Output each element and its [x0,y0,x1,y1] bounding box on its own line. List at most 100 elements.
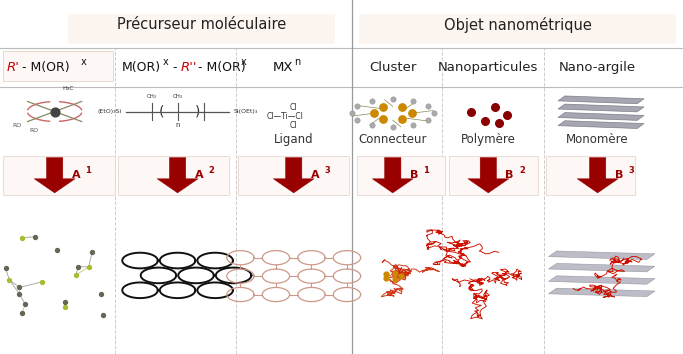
Text: A: A [311,170,320,180]
Point [0,266,11,271]
Text: (: ( [158,104,164,119]
Point [387,124,398,130]
Text: - M(OR): - M(OR) [22,61,70,74]
Bar [118,156,229,195]
Text: CH₃: CH₃ [173,94,182,99]
Point [49,109,60,114]
Point [479,119,490,124]
Point [390,270,401,276]
Polygon shape [157,158,198,193]
Text: Polymère: Polymère [461,133,516,146]
Text: (EtO)₃Si: (EtO)₃Si [97,109,122,114]
Point [493,120,504,126]
Point [466,109,477,114]
Point [36,279,47,285]
Point [408,98,419,104]
Text: M(OR): M(OR) [122,61,161,74]
Point [29,234,40,239]
Point [406,110,417,116]
Point [16,310,27,316]
Polygon shape [372,158,413,193]
Point [352,103,363,109]
Text: 3: 3 [628,166,634,176]
Text: Nano-argile: Nano-argile [559,61,636,74]
Text: Objet nanométrique: Objet nanométrique [444,17,591,33]
Text: Précurseur moléculaire: Précurseur moléculaire [117,17,286,32]
Point [97,312,108,318]
Point [73,264,84,269]
Point [52,247,63,253]
Polygon shape [558,104,644,112]
Bar [3,51,113,81]
Text: RO: RO [29,129,39,133]
Polygon shape [273,158,314,193]
Point [428,110,439,116]
Point [502,112,513,118]
Text: B: B [410,170,418,180]
Point [423,103,434,109]
Point [59,299,70,304]
Bar [3,156,115,195]
Text: x: x [240,57,246,67]
Text: RO: RO [12,123,22,128]
Point [378,116,389,122]
Point [423,117,434,123]
Point [490,104,501,110]
Polygon shape [558,113,644,120]
Text: A: A [72,170,81,180]
Point [368,110,379,116]
Text: CH₃: CH₃ [147,94,156,99]
Polygon shape [468,158,509,193]
Text: Cl: Cl [290,121,297,130]
Text: Monomère: Monomère [566,133,629,146]
Point [17,235,28,241]
Polygon shape [548,288,655,297]
Point [380,272,391,277]
Text: A: A [195,170,204,180]
Text: x: x [81,57,86,67]
Point [408,122,419,128]
Text: ): ) [195,104,200,119]
Point [395,273,406,279]
Point [70,272,81,278]
Text: MX: MX [273,61,294,74]
Point [346,110,357,116]
Text: Cl: Cl [290,103,297,113]
Polygon shape [558,121,644,129]
Text: 2: 2 [519,166,525,176]
Point [378,104,389,110]
Text: B: B [505,170,514,180]
Bar [68,14,335,44]
Text: B: B [615,170,623,180]
Text: Cl—Ti—Cl: Cl—Ti—Cl [266,112,303,121]
Point [390,276,401,282]
Text: Si(OEt)₃: Si(OEt)₃ [234,109,258,114]
Polygon shape [548,276,655,284]
Point [352,117,363,123]
Text: R'': R'' [181,61,197,74]
Text: 3: 3 [324,166,330,176]
Text: Cluster: Cluster [369,61,417,74]
Polygon shape [558,96,644,104]
Point [14,285,25,290]
Point [14,291,25,297]
Text: 2: 2 [208,166,214,176]
Point [397,116,408,122]
Point [380,275,391,281]
Bar [238,156,349,195]
Point [20,301,31,307]
Bar [359,14,676,44]
Point [367,122,378,128]
Point [4,277,15,283]
Text: Ligand: Ligand [274,133,313,146]
Text: Nanoparticules: Nanoparticules [438,61,538,74]
Text: 1: 1 [423,166,430,176]
Point [367,98,378,104]
Point [387,97,398,102]
Point [87,249,98,255]
Polygon shape [548,263,655,272]
Bar [546,156,635,195]
Bar [449,156,538,195]
Point [59,304,70,310]
Text: -: - [169,61,182,74]
